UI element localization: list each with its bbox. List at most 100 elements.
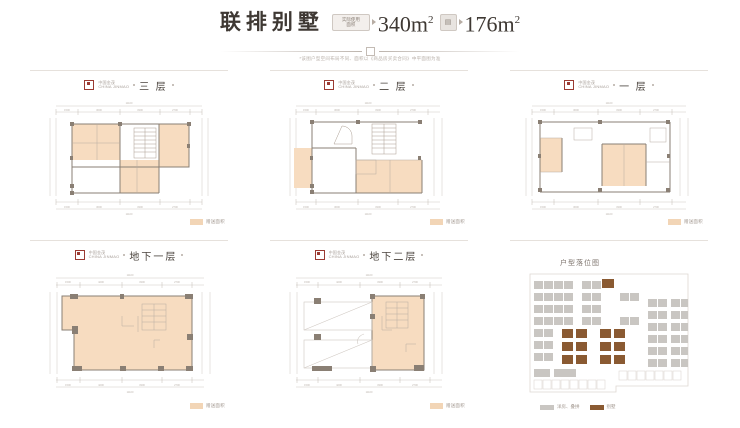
- svg-text:2700: 2700: [410, 205, 416, 209]
- divider-line-right: [378, 50, 520, 52]
- plans-sheet: 中国金茂 CHINA JINMAO 三 层: [0, 70, 740, 428]
- svg-text:3600: 3600: [573, 205, 579, 209]
- floorplan-drawing-basement-2[interactable]: 1500 4200 3300 2700 11100 1500 4200 3300 270…: [282, 270, 460, 396]
- build-area-value: 176m2: [464, 11, 521, 37]
- legend-item-villa: 别墅: [589, 404, 616, 410]
- svg-text:2700: 2700: [174, 280, 180, 284]
- svg-text:2700: 2700: [172, 205, 178, 209]
- svg-text:11100: 11100: [126, 101, 133, 105]
- legend-swatch: [430, 219, 443, 225]
- svg-text:2700: 2700: [412, 280, 418, 284]
- svg-text:3300: 3300: [139, 280, 145, 284]
- svg-text:1500: 1500: [540, 108, 546, 112]
- floor-label: 三 层: [139, 81, 168, 93]
- legend-swatch-villa: [589, 404, 604, 410]
- brand-logo-icon: [84, 80, 95, 90]
- floorplan-drawing-floor-2[interactable]: 1500 3600 3300 2700 11100 1500 3600 3300 270…: [282, 98, 458, 218]
- svg-text:2700: 2700: [412, 383, 418, 387]
- panel-floor-3[interactable]: 中国金茂 CHINA JINMAO 三 层: [30, 70, 228, 240]
- legend-label: 赠送面积: [206, 219, 225, 224]
- site-plan-legend: 洋房、叠拼 别墅: [540, 404, 616, 410]
- panel-header-floor-1: 中国金茂 CHINA JINMAO 一 层: [510, 78, 708, 93]
- svg-text:3600: 3600: [334, 205, 340, 209]
- brand-logo-text: 中国金茂 CHINA JINMAO: [338, 79, 370, 89]
- svg-text:11100: 11100: [365, 212, 372, 216]
- usable-area-badge: 实际使用 面积: [331, 13, 370, 31]
- legend-swatch: [190, 219, 203, 225]
- header-dot-icon: [613, 84, 616, 86]
- brand-logo-text: 中国金茂 CHINA JINMAO: [88, 249, 120, 259]
- legend-swatch: [190, 403, 203, 409]
- svg-text:3600: 3600: [96, 205, 102, 209]
- svg-text:1500: 1500: [304, 280, 310, 284]
- panel-divider-mid-2: [270, 240, 468, 241]
- svg-text:1500: 1500: [65, 383, 71, 387]
- legend-floor-1: 赠送面积: [668, 219, 703, 225]
- panel-header-floor-2: 中国金茂 CHINA JINMAO 二 层: [270, 78, 468, 93]
- svg-text:4200: 4200: [336, 280, 342, 284]
- brand-logo-text: 中国金茂 CHINA JINMAO: [578, 79, 610, 89]
- svg-text:3300: 3300: [139, 383, 145, 387]
- svg-text:3300: 3300: [375, 108, 381, 112]
- svg-text:3300: 3300: [375, 205, 381, 209]
- floorplan-icon: ▤: [439, 13, 457, 31]
- svg-text:2700: 2700: [653, 205, 659, 209]
- ornamental-divider: [220, 46, 520, 56]
- svg-text:4200: 4200: [336, 383, 342, 387]
- panel-basement-1[interactable]: 中国金茂 CHINA JINMAO 地下一层: [30, 240, 228, 428]
- legend-label: 赠送面积: [446, 219, 465, 224]
- legend-basement-2: 赠送面积: [430, 403, 465, 409]
- brand-logo-icon: [564, 80, 575, 90]
- brand-logo-text: 中国金茂 CHINA JINMAO: [98, 79, 130, 89]
- arrow-icon: [371, 19, 376, 25]
- brand-logo-icon: [324, 80, 335, 90]
- panel-divider-mid-3: [510, 240, 708, 241]
- floorplan-drawing-floor-3[interactable]: 1500 3600 3300 2700 11100 1500 3600 3300 270…: [42, 98, 218, 218]
- svg-text:3300: 3300: [137, 205, 143, 209]
- legend-label-apartments: 洋房、叠拼: [557, 404, 580, 409]
- usable-area-value: 340m2: [377, 11, 434, 37]
- svg-text:1500: 1500: [64, 108, 70, 112]
- site-plan-drawing[interactable]: [524, 268, 694, 398]
- svg-text:2700: 2700: [172, 108, 178, 112]
- floorplan-drawing-floor-1[interactable]: 1500 3600 3300 2700 11100 1500 3600 3300 270…: [518, 98, 700, 218]
- brand-logo-icon: [314, 250, 325, 260]
- header-dot-icon-2: [411, 84, 414, 86]
- svg-text:1500: 1500: [65, 280, 71, 284]
- arrow-icon-2: [458, 19, 463, 25]
- svg-text:3600: 3600: [334, 108, 340, 112]
- title-row: 联排别墅 实际使用 面积 340m2 ▤ 176m2: [0, 8, 740, 36]
- divider-diamond-icon: [365, 46, 375, 56]
- header-dot-icon: [373, 84, 376, 86]
- panel-floor-1[interactable]: 中国金茂 CHINA JINMAO 一 层: [510, 70, 708, 240]
- panel-floor-2[interactable]: 中国金茂 CHINA JINMAO 二 层: [270, 70, 468, 240]
- svg-text:1500: 1500: [64, 205, 70, 209]
- svg-text:11100: 11100: [606, 101, 613, 105]
- disclaimer-text: *该图户型空间布局不同、面积以《商品房买卖合同》中平面图为准: [299, 56, 441, 61]
- floor-label: 地下一层: [129, 251, 178, 263]
- header-dot-icon: [133, 84, 136, 86]
- floorplan-drawing-basement-1[interactable]: 1500 4200 3300 2700 11100 1500 4200 3300 270…: [42, 270, 220, 396]
- floor-label: 二 层: [379, 81, 408, 93]
- svg-text:1500: 1500: [304, 383, 310, 387]
- legend-item-apartments: 洋房、叠拼: [540, 404, 580, 410]
- panel-site-plan[interactable]: 户型落位图: [510, 240, 708, 428]
- floor-label: 地下二层: [369, 251, 418, 263]
- brand-logo-text: 中国金茂 CHINA JINMAO: [328, 249, 360, 259]
- svg-text:4200: 4200: [98, 383, 104, 387]
- panel-basement-2[interactable]: 中国金茂 CHINA JINMAO 地下二层: [270, 240, 468, 428]
- legend-floor-3: 赠送面积: [190, 219, 225, 225]
- svg-text:1500: 1500: [303, 205, 309, 209]
- svg-text:11100: 11100: [127, 273, 134, 277]
- svg-text:4200: 4200: [98, 280, 104, 284]
- header-dot-icon-2: [421, 254, 424, 256]
- panel-header-basement-1: 中国金茂 CHINA JINMAO 地下一层: [30, 248, 228, 263]
- svg-text:2700: 2700: [410, 108, 416, 112]
- panel-divider-top-1: [30, 70, 228, 71]
- legend-floor-2: 赠送面积: [430, 219, 465, 225]
- svg-text:3600: 3600: [573, 108, 579, 112]
- legend-label: 赠送面积: [446, 403, 465, 408]
- svg-text:11100: 11100: [366, 390, 373, 394]
- legend-swatch: [668, 219, 681, 225]
- svg-text:3300: 3300: [616, 205, 622, 209]
